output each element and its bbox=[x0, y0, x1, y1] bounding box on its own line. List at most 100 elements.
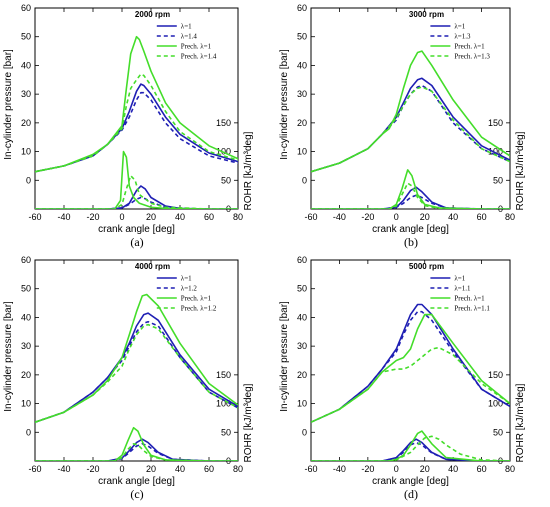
rohr-series-line-blue-solid bbox=[311, 438, 510, 461]
pressure-series-line-green-solid bbox=[311, 50, 510, 173]
x-tick-label: -40 bbox=[57, 212, 70, 222]
legend-label: λ=1 bbox=[454, 275, 465, 283]
pressure-series-line-green-dashed bbox=[35, 323, 238, 423]
pressure-series-line-blue-dashed bbox=[35, 91, 238, 173]
y-tick-label: 30 bbox=[297, 89, 307, 99]
x-axis-label: crank angle [deg] bbox=[372, 476, 449, 487]
x-tick-label: 80 bbox=[505, 212, 515, 222]
y-tick-label: 0 bbox=[302, 427, 307, 437]
y-tick-label: 50 bbox=[297, 32, 307, 42]
pressure-series-line-green-solid bbox=[35, 35, 238, 173]
legend-label: λ=1 bbox=[454, 23, 465, 31]
rohr-series-line-blue-dashed bbox=[311, 441, 510, 461]
y-tick-label: 10 bbox=[21, 399, 31, 409]
y-tick-label: 30 bbox=[21, 89, 31, 99]
pressure-series-line-green-dashed bbox=[311, 86, 510, 173]
legend-label: Prech. λ=1.4 bbox=[181, 53, 217, 61]
x-tick-label: -40 bbox=[333, 464, 346, 474]
y-tick-label: 60 bbox=[297, 3, 307, 13]
legend-label: Prech. λ=1.1 bbox=[454, 305, 490, 313]
pressure-series-line-blue-dashed bbox=[35, 320, 238, 423]
y2-tick-label: 50 bbox=[221, 175, 231, 185]
legend-label: λ=1.1 bbox=[454, 285, 471, 293]
x-tick-label: -20 bbox=[361, 212, 374, 222]
chart-panel-1: -60 -40 -20 0 20 40 60 800102030405060050100150… bbox=[3, 3, 254, 249]
y2-tick-label: 150 bbox=[216, 118, 231, 128]
x-tick-label: 0 bbox=[394, 212, 399, 222]
x-axis-label: crank angle [deg] bbox=[98, 476, 175, 487]
y-tick-label: 30 bbox=[21, 341, 31, 351]
legend-label: λ=1 bbox=[181, 23, 192, 31]
rohr-series-line-green-dashed bbox=[311, 182, 510, 209]
y2-tick-label: 150 bbox=[488, 118, 503, 128]
legend-label: λ=1.4 bbox=[181, 33, 198, 41]
pressure-series-line-blue-solid bbox=[311, 303, 510, 423]
plot-frame bbox=[310, 7, 511, 210]
x-tick-label: -20 bbox=[86, 212, 99, 222]
y2-axis-label: ROHR [kJ/m³deg] bbox=[243, 131, 254, 210]
x-tick-label: -40 bbox=[57, 464, 70, 474]
y2-tick-label: 100 bbox=[488, 399, 503, 409]
chart-title: 4000 rpm bbox=[135, 262, 170, 271]
y-tick-label: 20 bbox=[21, 118, 31, 128]
x-tick-label: 20 bbox=[146, 212, 156, 222]
y-tick-label: 30 bbox=[297, 341, 307, 351]
plot-frame bbox=[34, 259, 239, 462]
plot-frame bbox=[310, 259, 511, 462]
x-tick-label: -60 bbox=[28, 212, 41, 222]
y-tick-label: 0 bbox=[26, 175, 31, 185]
x-tick-label: -60 bbox=[304, 464, 317, 474]
pressure-series-line-green-solid bbox=[35, 293, 238, 423]
rohr-series-line-blue-dashed bbox=[35, 196, 238, 209]
chart-panel-4: -60 -40 -20 0 20 40 60 800102030405060050100150… bbox=[279, 255, 526, 501]
x-tick-label: -20 bbox=[86, 464, 99, 474]
chart-panel-3: -60 -40 -20 0 20 40 60 800102030405060050100150… bbox=[3, 255, 254, 501]
x-tick-label: 60 bbox=[204, 464, 214, 474]
x-tick-label: 40 bbox=[175, 212, 185, 222]
x-tick-label: -60 bbox=[304, 212, 317, 222]
pressure-series-line-green-solid bbox=[311, 313, 510, 423]
rohr-series-line-green-dashed bbox=[35, 443, 238, 461]
chart-title: 5000 rpm bbox=[409, 262, 444, 271]
x-tick-label: 80 bbox=[233, 464, 243, 474]
rohr-series-line-blue-dashed bbox=[311, 194, 510, 209]
rohr-series-line-blue-solid bbox=[35, 185, 238, 209]
y2-tick-label: 50 bbox=[493, 427, 503, 437]
y2-tick-label: 50 bbox=[493, 175, 503, 185]
chart-title: 2000 rpm bbox=[135, 10, 170, 19]
x-axis-label: crank angle [deg] bbox=[372, 224, 449, 235]
y-tick-label: 50 bbox=[297, 284, 307, 294]
y-axis-label: In-cylinder pressure [bar] bbox=[3, 301, 14, 412]
y-tick-label: 40 bbox=[21, 60, 31, 70]
y2-axis-label: ROHR [kJ/m³deg] bbox=[243, 383, 254, 462]
x-tick-label: 80 bbox=[233, 212, 243, 222]
panel-label: (c) bbox=[130, 487, 143, 501]
panel-label: (d) bbox=[404, 487, 418, 501]
x-tick-label: 20 bbox=[420, 464, 430, 474]
panel-label: (a) bbox=[130, 235, 143, 249]
rohr-series-line-blue-solid bbox=[311, 186, 510, 209]
y-tick-label: 60 bbox=[21, 3, 31, 13]
y-tick-label: 0 bbox=[302, 175, 307, 185]
y2-tick-label: 150 bbox=[488, 370, 503, 380]
rohr-series-line-blue-dashed bbox=[35, 443, 238, 461]
x-tick-label: 0 bbox=[394, 464, 399, 474]
rohr-series-line-green-dashed bbox=[311, 435, 510, 461]
x-tick-label: -20 bbox=[361, 464, 374, 474]
x-axis-label: crank angle [deg] bbox=[98, 224, 175, 235]
pressure-series-line-green-dashed bbox=[35, 73, 238, 173]
y2-tick-label: 150 bbox=[216, 370, 231, 380]
x-tick-label: 40 bbox=[175, 464, 185, 474]
chart-panel-2: -60 -40 -20 0 20 40 60 800102030405060050100150… bbox=[279, 3, 526, 249]
y-tick-label: 10 bbox=[297, 399, 307, 409]
y-tick-label: 20 bbox=[297, 118, 307, 128]
rohr-series-line-green-solid bbox=[311, 430, 510, 461]
panel-label: (b) bbox=[404, 235, 418, 249]
y-tick-label: 10 bbox=[297, 147, 307, 157]
y-tick-label: 50 bbox=[21, 284, 31, 294]
chart-title: 3000 rpm bbox=[409, 10, 444, 19]
x-tick-label: 40 bbox=[448, 212, 458, 222]
x-tick-label: 60 bbox=[477, 212, 487, 222]
x-tick-label: -40 bbox=[333, 212, 346, 222]
